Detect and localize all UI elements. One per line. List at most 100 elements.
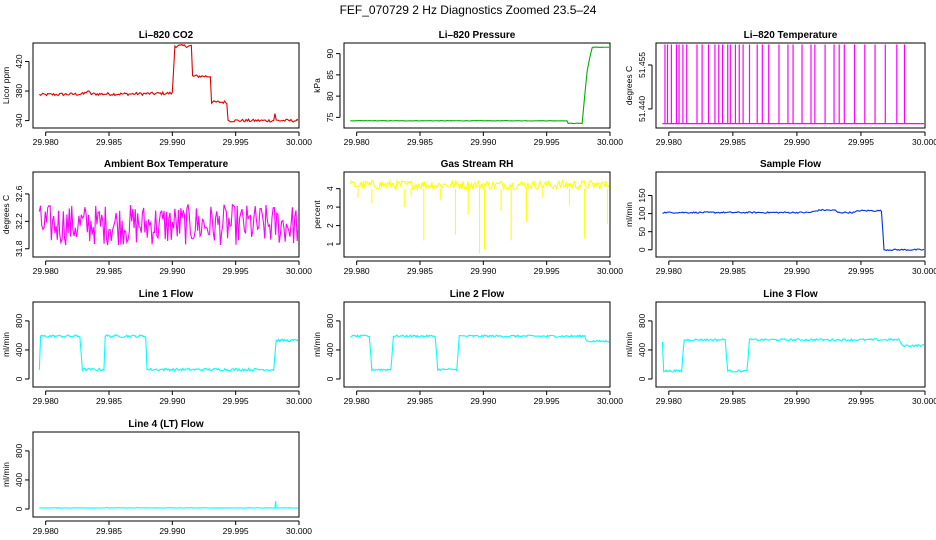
y-tick-label: 85 — [325, 70, 335, 80]
x-tick-label: 29.995 — [223, 137, 249, 147]
x-tick-label: 29.995 — [223, 396, 249, 406]
y-tick-label: 90 — [325, 49, 335, 59]
x-tick-label: 30.000 — [912, 137, 936, 147]
data-layer — [662, 208, 924, 252]
y-tick-label: 80 — [325, 91, 335, 101]
y-tick-label: 32.6 — [14, 185, 24, 202]
y-tick-label: 400 — [14, 343, 24, 357]
x-tick-label: 29.995 — [534, 396, 560, 406]
plot-frame — [32, 42, 300, 129]
x-tick-label: 30.000 — [912, 396, 936, 406]
x-tick-label: 29.985 — [96, 137, 122, 147]
panel-line3: Line 3 Flow 29.980 29.985 29.990 29.995 30.00… — [624, 289, 936, 406]
plot-frame — [655, 42, 926, 129]
x-tick-label: 29.990 — [159, 526, 185, 536]
x-tick-label: 29.990 — [470, 396, 496, 406]
x-tick-label: 29.985 — [407, 137, 433, 147]
x-tick-label: 29.985 — [720, 266, 746, 276]
x-tick-label: 30.000 — [912, 266, 936, 276]
x-tick-label: 29.990 — [784, 266, 810, 276]
x-tick-label: 29.980 — [33, 266, 59, 276]
x-tick-label: 29.990 — [470, 137, 496, 147]
x-tick-label: 29.980 — [656, 396, 682, 406]
y-tick-label: 340 — [14, 113, 24, 127]
y-tick-label: 0 — [14, 506, 24, 511]
panel-pressure: Li–820 Pressure 29.980 29.985 29.990 29.995 3… — [312, 30, 623, 147]
plot-frame — [655, 301, 926, 388]
x-tick-label: 30.000 — [286, 266, 312, 276]
panel-box_temp: Ambient Box Temperature 29.980 29.985 29.99… — [1, 159, 312, 276]
series-line-pressure — [350, 46, 609, 125]
y-tick-label: 0 — [14, 376, 24, 381]
x-tick-label: 29.995 — [534, 137, 560, 147]
series-line-co2 — [38, 44, 298, 123]
data-layer — [39, 500, 298, 509]
x-tick-label: 29.995 — [223, 266, 249, 276]
y-tick-label: 380 — [14, 84, 24, 98]
panels: Li–820 CO2 29.980 29.985 29.990 29.995 30.000… — [1, 30, 936, 536]
x-tick-label: 29.980 — [344, 266, 370, 276]
x-tick-label: 29.990 — [159, 266, 185, 276]
y-tick-label: 800 — [637, 314, 647, 328]
figure-title: FEF_070729 2 Hz Diagnostics Zoomed 23.5–… — [340, 3, 597, 17]
y-axis-label: ml/min — [312, 332, 322, 357]
y-tick-label: 800 — [325, 314, 335, 328]
x-tick-label: 29.985 — [96, 526, 122, 536]
y-axis-label: Licor ppm — [1, 67, 11, 104]
y-tick-label: 150 — [637, 188, 647, 202]
y-axis-label: percent — [312, 200, 322, 229]
panel-title: Li–820 Pressure — [439, 30, 516, 41]
y-tick-label: 2 — [325, 223, 335, 228]
panel-title: Sample Flow — [760, 159, 821, 170]
x-tick-label: 29.995 — [848, 396, 874, 406]
x-tick-label: 30.000 — [597, 266, 623, 276]
y-tick-label: 0 — [637, 376, 647, 381]
plot-frame — [343, 301, 611, 388]
x-tick-label: 29.980 — [344, 396, 370, 406]
series-line-box_temp — [38, 203, 298, 246]
x-tick-label: 29.985 — [96, 266, 122, 276]
panel-sample_flow: Sample Flow 29.980 29.985 29.990 29.995 30.00… — [624, 159, 936, 276]
x-tick-label: 29.980 — [344, 137, 370, 147]
y-tick-label: 1 — [325, 241, 335, 246]
y-tick-label: 100 — [637, 206, 647, 220]
y-tick-label: 31.8 — [14, 240, 24, 257]
series-line-line1 — [38, 334, 298, 373]
data-layer — [38, 334, 298, 373]
x-tick-label: 29.990 — [784, 396, 810, 406]
x-tick-label: 29.990 — [159, 137, 185, 147]
y-tick-label: 3 — [325, 204, 335, 209]
x-tick-label: 29.980 — [656, 137, 682, 147]
data-layer — [38, 203, 298, 246]
x-tick-label: 29.995 — [848, 266, 874, 276]
y-tick-label: 4 — [325, 186, 335, 191]
x-tick-label: 29.980 — [33, 137, 59, 147]
x-tick-label: 29.995 — [223, 526, 249, 536]
y-axis-label: degrees C — [624, 66, 634, 105]
plot-frame — [32, 301, 300, 388]
x-tick-label: 29.990 — [784, 137, 810, 147]
x-tick-label: 30.000 — [597, 137, 623, 147]
x-tick-label: 29.980 — [656, 266, 682, 276]
x-tick-label: 29.995 — [534, 266, 560, 276]
panel-rh: Gas Stream RH 29.980 29.985 29.990 29.995 30.… — [312, 159, 623, 276]
panel-title: Li–820 CO2 — [139, 30, 194, 41]
panel-line2: Line 2 Flow 29.980 29.985 29.990 29.995 30.00… — [312, 289, 623, 406]
series-line-rh — [349, 178, 609, 192]
panel-title: Line 2 Flow — [450, 289, 505, 300]
y-tick-label: 0 — [637, 247, 647, 252]
y-tick-label: 50 — [637, 227, 647, 237]
y-tick-label: 800 — [14, 314, 24, 328]
y-tick-label: 32.2 — [14, 213, 24, 230]
data-layer — [350, 46, 609, 125]
x-tick-label: 30.000 — [286, 137, 312, 147]
y-axis-label: ml/min — [1, 332, 11, 357]
series-line-sample_flow — [662, 208, 924, 252]
x-tick-label: 29.985 — [407, 266, 433, 276]
x-tick-label: 29.990 — [159, 396, 185, 406]
y-tick-label: 400 — [637, 343, 647, 357]
x-tick-label: 29.995 — [848, 137, 874, 147]
data-layer — [350, 334, 609, 373]
plot-frame — [32, 431, 300, 518]
